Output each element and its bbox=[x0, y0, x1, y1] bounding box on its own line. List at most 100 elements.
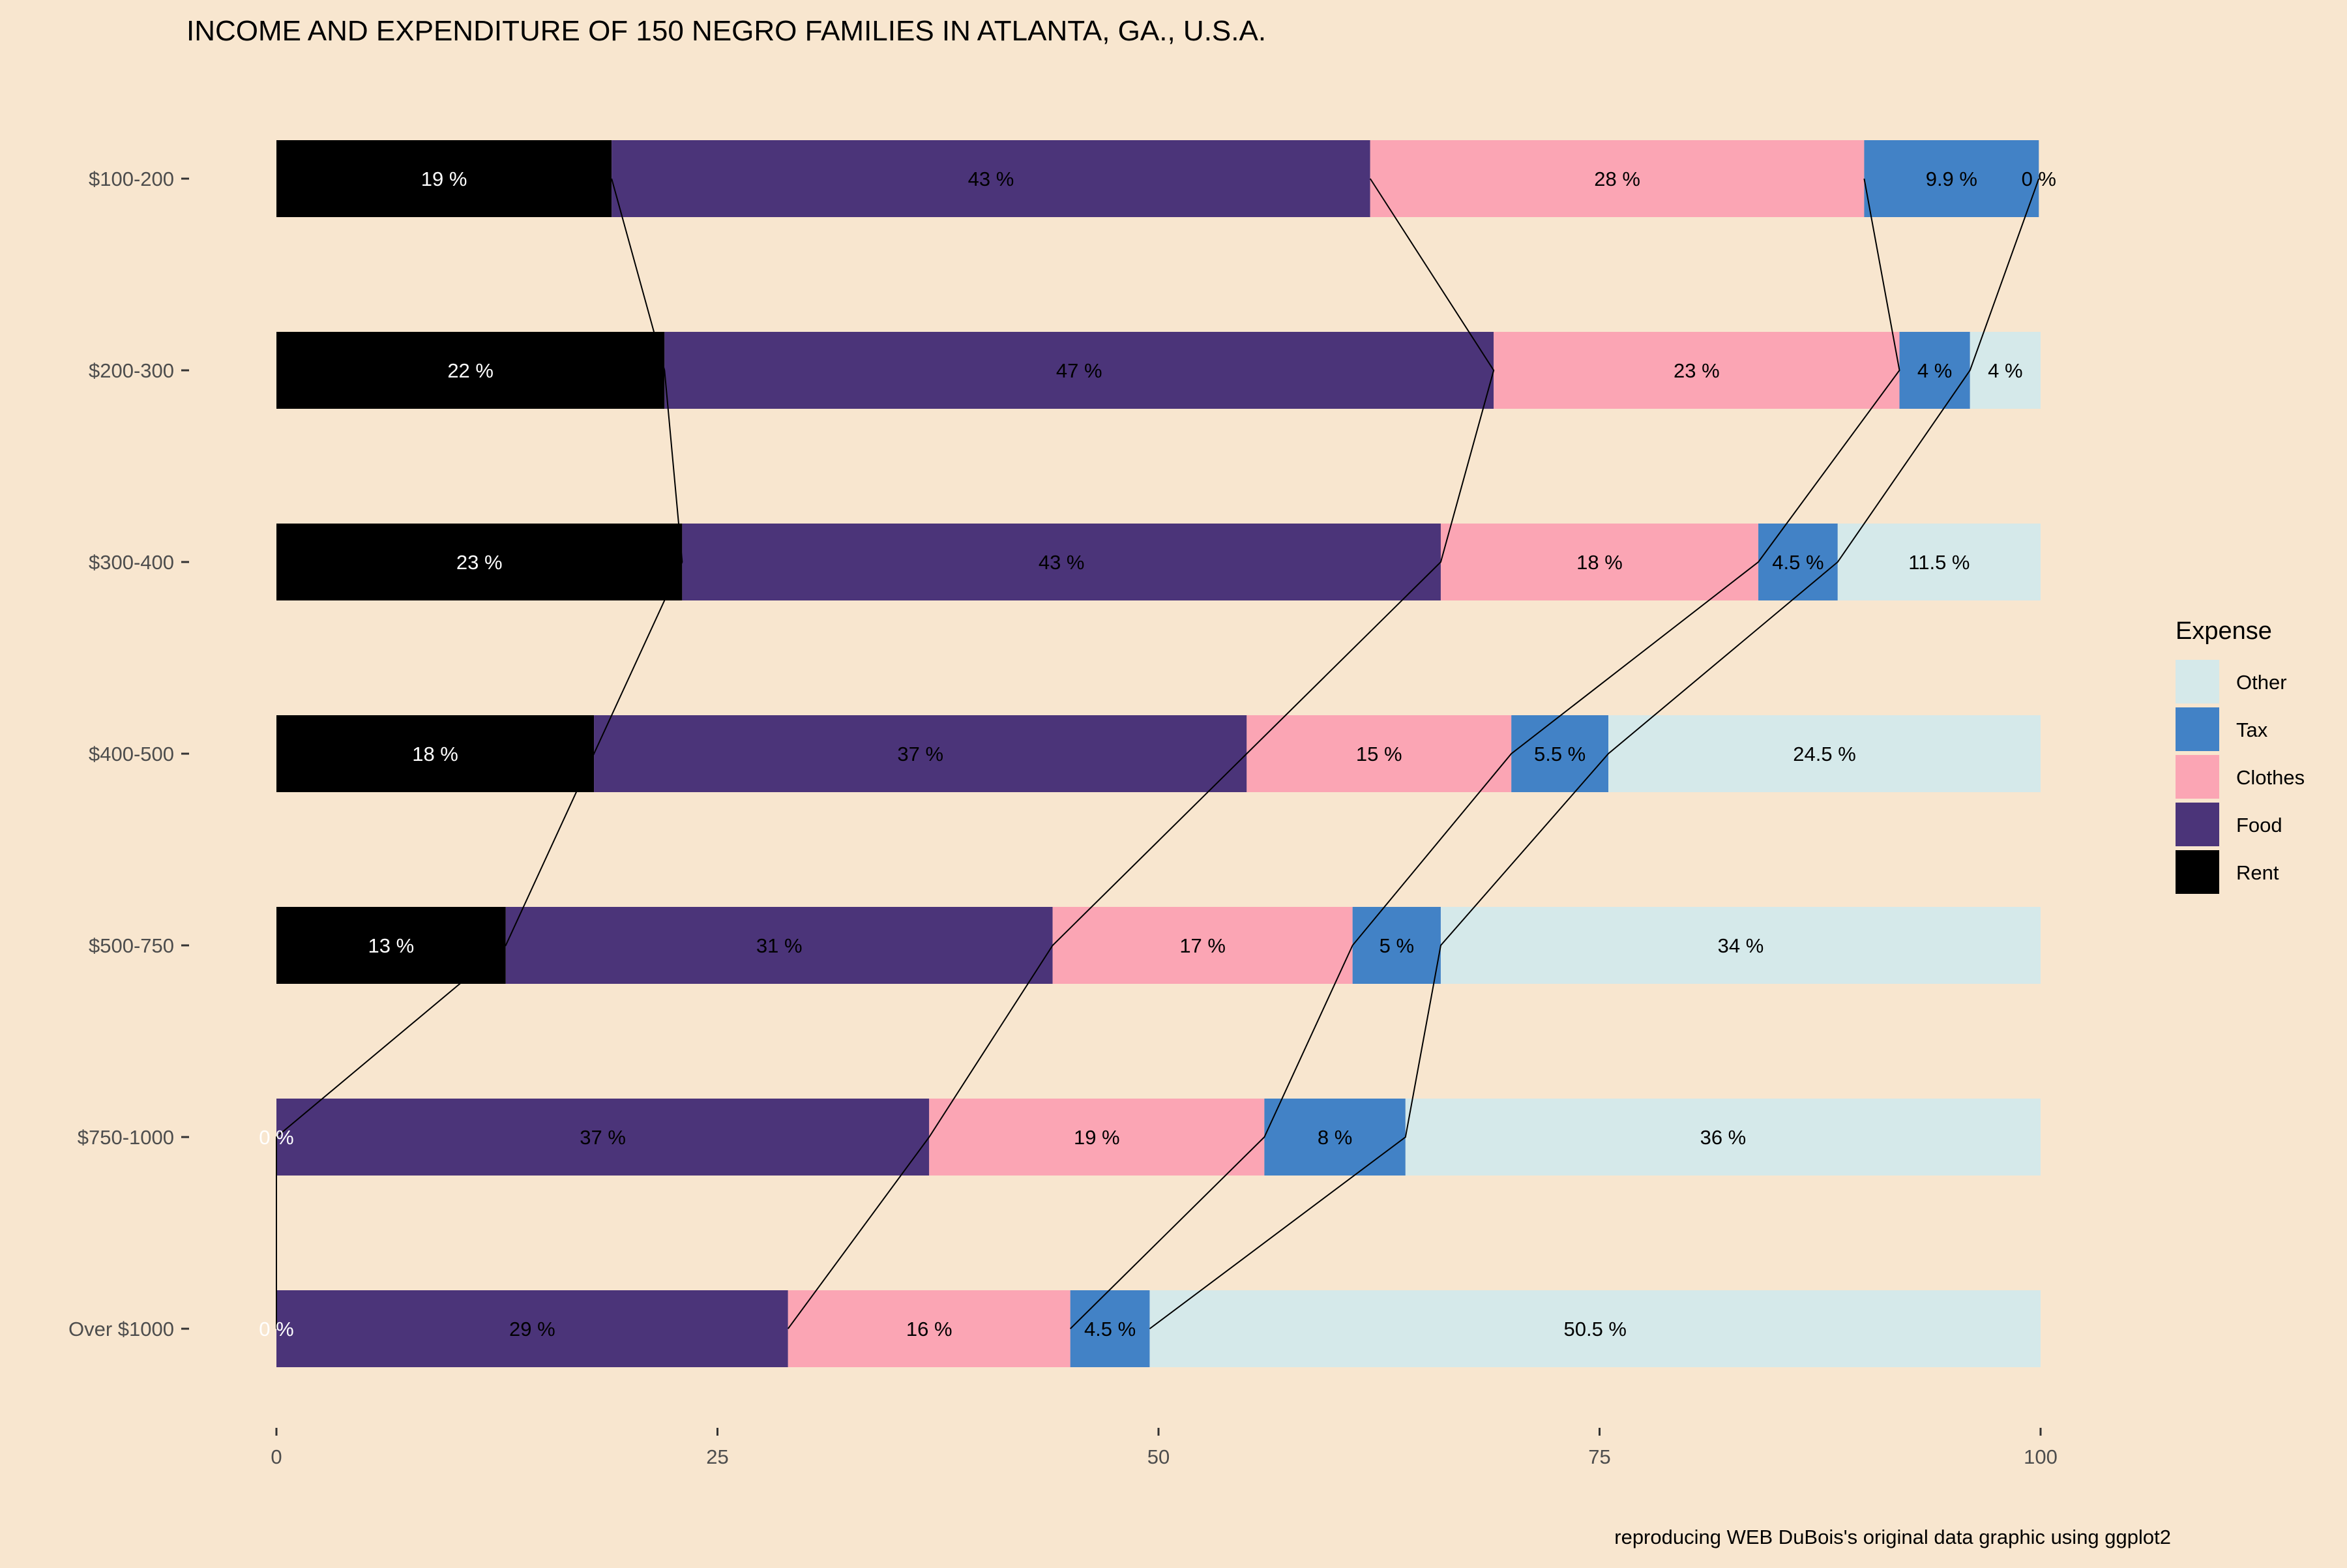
connector-line-food bbox=[787, 178, 1495, 1329]
data-label-rent: 13 % bbox=[368, 934, 415, 957]
data-label-other: 24.5 % bbox=[1793, 743, 1856, 765]
data-label-other: 11.5 % bbox=[1908, 551, 1970, 574]
bar-other bbox=[1149, 1290, 2041, 1367]
bar-other bbox=[1608, 715, 2041, 792]
legend-label-food: Food bbox=[2236, 814, 2282, 836]
data-label-other: 0 % bbox=[2022, 168, 2056, 190]
bar-food bbox=[594, 715, 1247, 792]
bar-other bbox=[1405, 1099, 2041, 1176]
legend-swatch-clothes bbox=[2176, 755, 2219, 799]
bar-tax bbox=[1352, 907, 1441, 984]
chart-caption: reproducing WEB DuBois's original data g… bbox=[1614, 1526, 2171, 1548]
data-label-clothes: 17 % bbox=[1179, 934, 1226, 957]
bar-clothes bbox=[788, 1290, 1070, 1367]
connector-line-tax bbox=[1149, 178, 2040, 1329]
y-tick-label: $750-1000 bbox=[78, 1126, 174, 1149]
legend-label-other: Other bbox=[2236, 671, 2287, 694]
data-label-food: 43 % bbox=[1039, 551, 1085, 574]
data-label-clothes: 15 % bbox=[1356, 743, 1402, 765]
data-label-food: 37 % bbox=[580, 1126, 626, 1149]
legend-label-clothes: Clothes bbox=[2236, 766, 2305, 789]
y-tick-label: $500-750 bbox=[89, 934, 174, 957]
bar-clothes bbox=[1494, 332, 1900, 409]
data-label-rent: 0 % bbox=[259, 1126, 293, 1149]
connectors-layer bbox=[276, 178, 2040, 1329]
legend-label-tax: Tax bbox=[2236, 718, 2268, 741]
bar-clothes bbox=[1052, 907, 1353, 984]
data-label-tax: 9.9 % bbox=[1926, 168, 1977, 190]
bar-tax bbox=[1511, 715, 1609, 792]
bar-rent bbox=[276, 332, 665, 409]
legend-label-rent: Rent bbox=[2236, 861, 2279, 884]
legend-swatch-rent bbox=[2176, 850, 2219, 894]
data-label-clothes: 19 % bbox=[1074, 1126, 1120, 1149]
y-tick-label: $400-500 bbox=[89, 743, 174, 765]
bar-tax bbox=[1070, 1290, 1150, 1367]
y-tick-label: Over $1000 bbox=[68, 1318, 174, 1340]
y-tick-label: $100-200 bbox=[89, 168, 174, 190]
bar-clothes bbox=[1247, 715, 1512, 792]
y-axis: $100-200 $200-300 $300-400 $400-500 $500-750… bbox=[68, 168, 189, 1340]
data-label-food: 47 % bbox=[1056, 359, 1102, 382]
bars-layer bbox=[276, 140, 2041, 1367]
data-label-tax: 5.5 % bbox=[1534, 743, 1586, 765]
bar-food bbox=[612, 140, 1370, 217]
data-label-rent: 19 % bbox=[421, 168, 467, 190]
data-label-clothes: 28 % bbox=[1594, 168, 1640, 190]
bar-tax bbox=[1899, 332, 1970, 409]
legend-title: Expense bbox=[2176, 617, 2272, 645]
x-tick-label: 50 bbox=[1147, 1445, 1170, 1468]
bar-clothes bbox=[1370, 140, 1865, 217]
x-tick-label: 75 bbox=[1588, 1445, 1610, 1468]
bar-clothes bbox=[1440, 524, 1759, 600]
bar-food bbox=[505, 907, 1053, 984]
data-label-other: 34 % bbox=[1718, 934, 1764, 957]
data-label-tax: 5 % bbox=[1380, 934, 1414, 957]
data-label-tax: 4.5 % bbox=[1084, 1318, 1136, 1340]
bar-tax bbox=[1758, 524, 1838, 600]
labels-layer: 19 % 43 % 28 % 9.9 % 0 % 22 % 47 % 23 % 4 % 4 % 23… bbox=[259, 168, 2056, 1340]
legend-swatch-other bbox=[2176, 660, 2219, 703]
connector-line-rent bbox=[276, 178, 683, 1329]
bar-clothes bbox=[929, 1099, 1265, 1176]
legend-swatch-tax bbox=[2176, 707, 2219, 751]
data-label-rent: 22 % bbox=[447, 359, 494, 382]
data-label-rent: 0 % bbox=[259, 1318, 293, 1340]
bar-food bbox=[664, 332, 1494, 409]
bar-food bbox=[682, 524, 1441, 600]
data-label-clothes: 18 % bbox=[1576, 551, 1623, 574]
bar-other bbox=[1837, 524, 2041, 600]
legend: Expense Other Tax Clothes Food Rent bbox=[2176, 617, 2305, 894]
data-label-tax: 4.5 % bbox=[1772, 551, 1823, 574]
data-label-other: 4 % bbox=[1988, 359, 2022, 382]
bar-other bbox=[1440, 907, 2041, 984]
bar-other bbox=[1970, 332, 2041, 409]
data-label-tax: 8 % bbox=[1318, 1126, 1352, 1149]
bar-rent bbox=[276, 715, 595, 792]
y-tick-label: $300-400 bbox=[89, 551, 174, 574]
x-tick-label: 100 bbox=[2024, 1445, 2058, 1468]
bar-food bbox=[276, 1290, 788, 1367]
y-tick-label: $200-300 bbox=[89, 359, 174, 382]
x-tick-label: 0 bbox=[271, 1445, 282, 1468]
data-label-rent: 18 % bbox=[412, 743, 458, 765]
legend-swatch-food bbox=[2176, 803, 2219, 846]
bar-tax bbox=[1864, 140, 2039, 217]
bar-food bbox=[276, 1099, 930, 1176]
data-label-food: 29 % bbox=[509, 1318, 555, 1340]
data-label-clothes: 16 % bbox=[906, 1318, 952, 1340]
data-label-food: 37 % bbox=[897, 743, 943, 765]
bar-rent bbox=[276, 524, 683, 600]
bar-rent bbox=[276, 907, 506, 984]
data-label-food: 31 % bbox=[756, 934, 803, 957]
connector-line-clothes bbox=[1069, 178, 1900, 1329]
x-axis: 0 25 50 75 100 bbox=[271, 1428, 2058, 1468]
data-label-food: 43 % bbox=[968, 168, 1014, 190]
bar-rent bbox=[276, 140, 612, 217]
data-label-other: 36 % bbox=[1700, 1126, 1747, 1149]
data-label-rent: 23 % bbox=[456, 551, 503, 574]
data-label-clothes: 23 % bbox=[1674, 359, 1720, 382]
bar-tax bbox=[1264, 1099, 1406, 1176]
